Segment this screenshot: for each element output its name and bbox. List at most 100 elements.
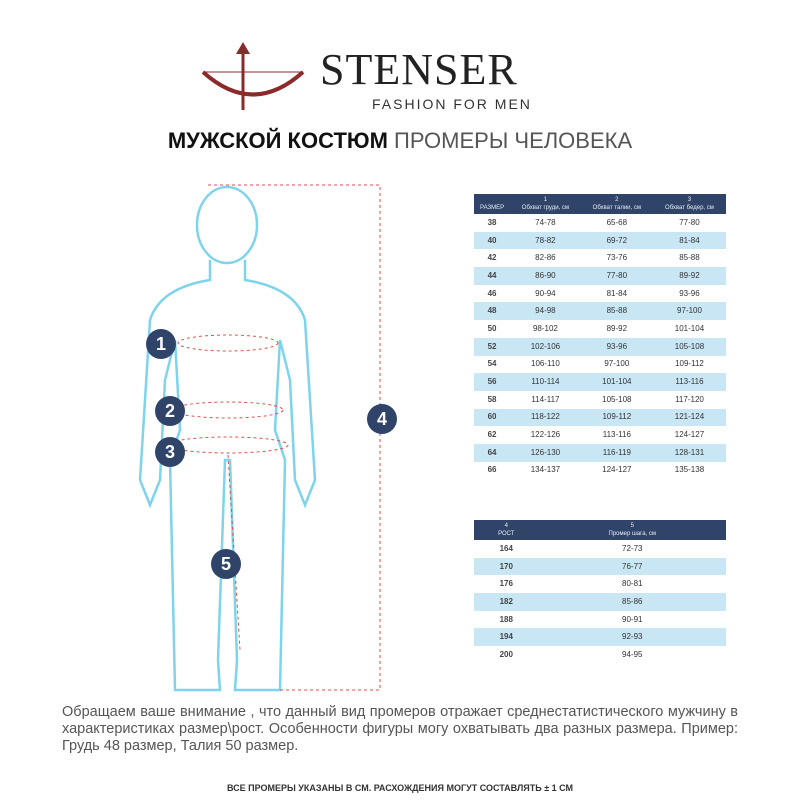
table-cell: 101-104 — [580, 373, 653, 391]
table-cell: 122-126 — [530, 430, 561, 440]
table-row: 176 80-81 — [474, 575, 726, 593]
column-number: 2 — [615, 197, 619, 203]
table-cell: 56 — [474, 373, 511, 391]
table-cell: 76-77 — [538, 557, 726, 576]
table-cell: 105-108 — [652, 337, 726, 356]
size-table: РАЗМЕР 1 Обхват груди, см 2 Обхват талии, см… — [474, 194, 726, 479]
height-table: 4 РОСТ 5 Промер шага, см 164 72-73 170 76-77 176… — [474, 520, 726, 664]
table-cell: 170 — [474, 557, 539, 576]
column-header: 5 Промер шага, см — [538, 520, 726, 540]
column-number: 1 — [543, 197, 548, 203]
table-cell: 128-131 — [652, 443, 726, 462]
table-row: 56 110-114 101-104 113-116 — [474, 373, 726, 391]
table-cell: 94-95 — [622, 649, 643, 659]
table-row: 194 92-93 — [474, 628, 726, 647]
table-cell: 38 — [487, 217, 497, 227]
table-cell: 92-93 — [538, 628, 726, 647]
table-cell: 188 — [499, 614, 513, 624]
table-cell: 64 — [474, 443, 511, 462]
table-cell: 90-94 — [535, 288, 556, 298]
table-cell: 69-72 — [580, 231, 653, 250]
table-cell: 90-91 — [622, 614, 643, 624]
table-cell: 110-114 — [510, 373, 581, 391]
marker-4-label: 4 — [377, 409, 387, 429]
table-cell: 118-122 — [510, 408, 581, 427]
column-number: 5 — [630, 523, 634, 529]
table-cell: 73-76 — [606, 253, 628, 263]
marker-1-label: 1 — [156, 334, 166, 354]
marker-3 — [155, 437, 185, 467]
table-cell: 106-110 — [531, 359, 560, 369]
marker-2-label: 2 — [165, 401, 175, 421]
table-row: 48 94-98 85-88 97-100 — [474, 302, 726, 321]
table-row: 60 118-122 109-112 121-124 — [474, 408, 726, 427]
table-cell: 89-92 — [652, 267, 726, 285]
table-cell: 135-138 — [674, 465, 705, 475]
table-cell: 116-119 — [580, 443, 653, 462]
table-row: 50 98-102 89-92 101-104 — [474, 320, 726, 338]
table-cell: 48 — [474, 302, 511, 321]
table-row: 64 126-130 116-119 128-131 — [474, 443, 726, 462]
table-cell: 40 — [474, 231, 511, 250]
table-cell: 65-68 — [606, 217, 628, 227]
table-row: 54 106-110 97-100 109-112 — [474, 356, 726, 374]
marker-3-label: 3 — [165, 442, 175, 462]
marker-5 — [211, 549, 241, 579]
marker-4 — [367, 404, 397, 434]
table-cell: 93-96 — [580, 337, 653, 356]
brand-name: STENSER — [320, 45, 518, 94]
table-cell: 85-88 — [679, 253, 700, 263]
table-cell: 121-124 — [652, 408, 726, 427]
table-cell: 93-96 — [679, 288, 700, 298]
table-cell: 134-137 — [530, 465, 561, 475]
table-cell: 86-90 — [510, 267, 581, 285]
table-cell: 42 — [487, 253, 497, 263]
table-cell: 200 — [499, 649, 513, 659]
table-row: 40 78-82 69-72 81-84 — [474, 231, 726, 250]
table-row: 164 72-73 — [474, 540, 726, 558]
table-cell: 85-86 — [538, 593, 726, 611]
column-header: 1 Обхват груди, см — [510, 194, 581, 214]
table-cell: 46 — [487, 288, 497, 298]
table-cell: 77-80 — [580, 267, 653, 285]
table-cell: 72-73 — [622, 543, 643, 553]
marker-1 — [146, 329, 176, 359]
column-label: Обхват груди, см — [521, 205, 570, 211]
table-cell: 97-100 — [604, 359, 630, 369]
table-cell: 117-120 — [675, 394, 704, 404]
table-cell: 105-108 — [602, 394, 632, 404]
column-header: 2 Обхват талии, см — [580, 194, 653, 214]
table-cell: 44 — [474, 267, 511, 285]
table-cell: 109-112 — [580, 408, 653, 427]
table-row: 58 114-117 105-108 117-120 — [474, 391, 726, 409]
table-cell: 176 — [499, 579, 513, 589]
marker-2 — [155, 396, 185, 426]
table-cell: 124-127 — [674, 430, 705, 440]
table-cell: 124-127 — [602, 465, 632, 475]
table-row: 188 90-91 — [474, 611, 726, 629]
disclaimer-note: Обращаем ваше внимание , что данный вид … — [62, 704, 738, 754]
column-label: Обхват талии, см — [592, 205, 641, 211]
marker-5-label: 5 — [221, 554, 231, 574]
table-cell: 94-98 — [510, 302, 581, 321]
brand-tagline: FASHION FOR MEN — [372, 96, 532, 112]
column-header: РАЗМЕР — [474, 194, 511, 214]
table-cell: 54 — [487, 359, 497, 369]
table-row: 38 74-78 65-68 77-80 — [474, 214, 726, 232]
table-cell: 50 — [487, 323, 497, 333]
table-cell: 80-81 — [622, 579, 643, 589]
table-cell: 81-84 — [652, 231, 726, 250]
table-cell: 98-102 — [532, 323, 558, 333]
table-cell: 113-116 — [652, 373, 726, 391]
table-row: 44 86-90 77-80 89-92 — [474, 267, 726, 285]
table-cell: 82-86 — [535, 253, 556, 263]
table-cell: 109-112 — [675, 359, 704, 369]
bow-arrow-logo — [201, 42, 305, 110]
column-label: РАЗМЕР — [479, 205, 505, 211]
table-cell: 62 — [487, 430, 497, 440]
table-cell: 77-80 — [679, 217, 700, 227]
column-header: 3 Обхват бедер, см — [652, 194, 726, 214]
table-cell: 97-100 — [652, 302, 726, 321]
table-cell: 60 — [474, 408, 511, 427]
